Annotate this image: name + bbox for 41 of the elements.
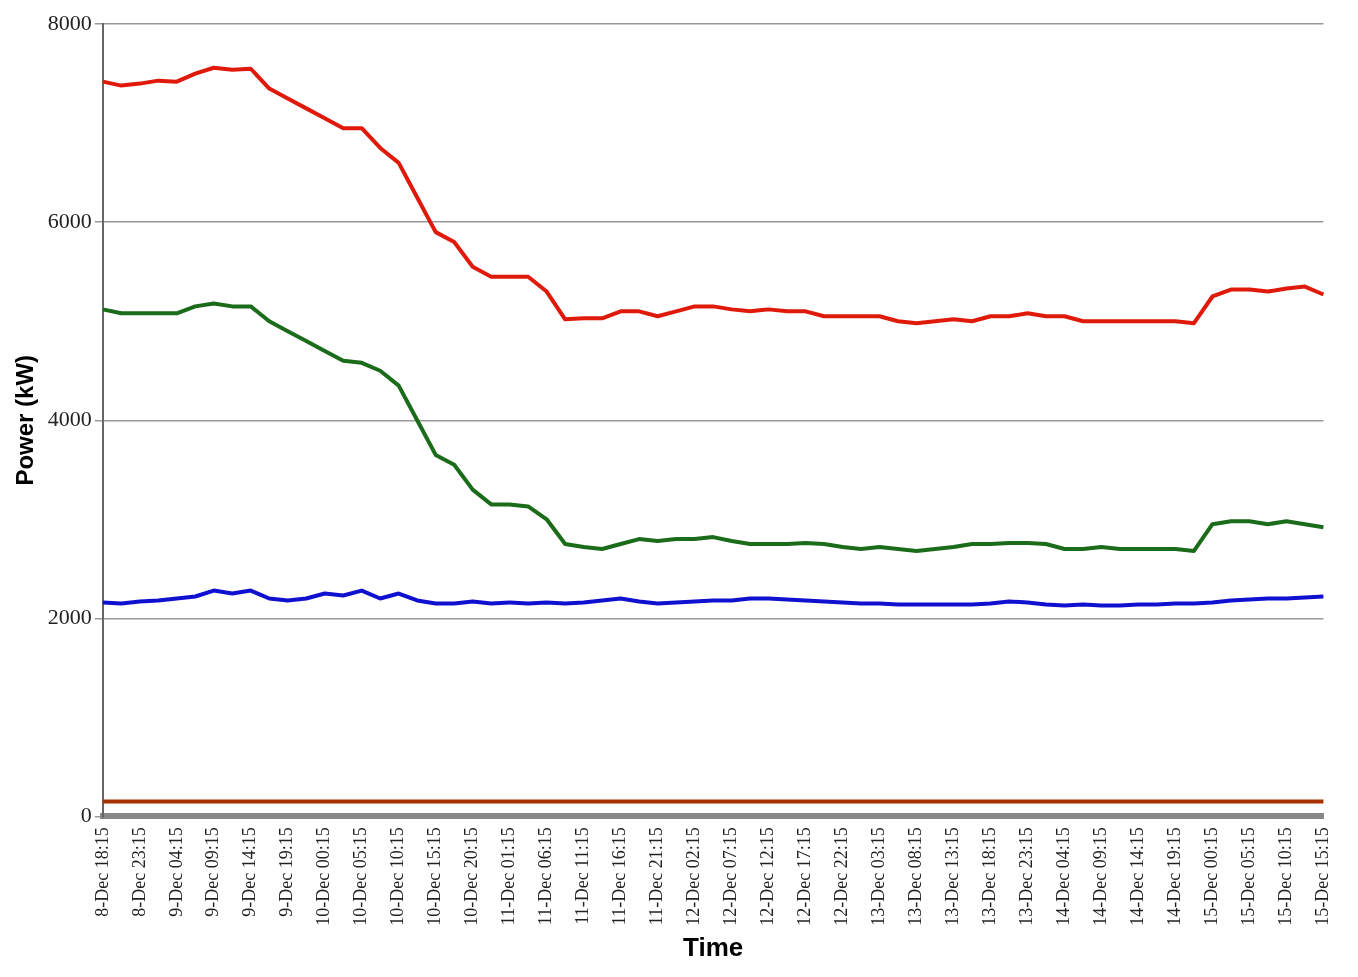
x-tick-label: 15-Dec 00:15 xyxy=(1201,827,1222,926)
x-tick-label: 11-Dec 01:15 xyxy=(498,827,519,926)
x-tick-label: 12-Dec 22:15 xyxy=(831,827,852,926)
x-tick-label: 13-Dec 23:15 xyxy=(1016,827,1037,926)
x-tick-label: 15-Dec 10:15 xyxy=(1275,827,1296,926)
x-tick-label: 8-Dec 23:15 xyxy=(128,827,149,917)
x-tick-label: 13-Dec 18:15 xyxy=(979,827,1000,926)
x-tick-label: 9-Dec 19:15 xyxy=(276,827,297,917)
x-tick-label: 12-Dec 07:15 xyxy=(720,827,741,926)
x-axis-title: Time xyxy=(682,931,744,962)
y-tick-label: 0 xyxy=(80,802,92,828)
x-tick-label: 9-Dec 14:15 xyxy=(239,827,260,917)
y-tick-label: 4000 xyxy=(47,406,92,432)
y-axis-title: Power (kW) xyxy=(11,354,39,486)
x-tick-label: 13-Dec 13:15 xyxy=(942,827,963,926)
x-tick-label: 14-Dec 14:15 xyxy=(1127,827,1148,926)
x-tick-label: 13-Dec 03:15 xyxy=(868,827,889,926)
x-tick-label: 11-Dec 21:15 xyxy=(646,827,667,926)
y-tick-label: 6000 xyxy=(47,208,92,234)
x-tick-label: 11-Dec 16:15 xyxy=(609,827,630,926)
x-tick-label: 8-Dec 18:15 xyxy=(91,827,112,917)
x-tick-label: 10-Dec 05:15 xyxy=(350,827,371,926)
x-tick-label: 14-Dec 09:15 xyxy=(1090,827,1111,926)
x-tick-label: 15-Dec 05:15 xyxy=(1238,827,1259,926)
x-tick-label: 14-Dec 04:15 xyxy=(1053,827,1074,926)
x-tick-label: 15-Dec 15:15 xyxy=(1312,827,1333,926)
x-tick-label: 10-Dec 10:15 xyxy=(387,827,408,926)
x-tick-label: 9-Dec 09:15 xyxy=(202,827,223,917)
x-tick-label: 10-Dec 20:15 xyxy=(461,827,482,926)
x-tick-label: 10-Dec 15:15 xyxy=(424,827,445,926)
x-tick-label: 14-Dec 19:15 xyxy=(1164,827,1185,926)
x-tick-label: 9-Dec 04:15 xyxy=(165,827,186,917)
x-tick-label: 12-Dec 12:15 xyxy=(757,827,778,926)
x-tick-label: 11-Dec 11:15 xyxy=(572,827,593,925)
x-tick-label: 11-Dec 06:15 xyxy=(535,827,556,926)
y-tick-label: 8000 xyxy=(47,9,92,35)
x-tick-label: 13-Dec 08:15 xyxy=(905,827,926,926)
x-tick-label: 12-Dec 02:15 xyxy=(683,827,704,926)
x-tick-label: 12-Dec 17:15 xyxy=(794,827,815,926)
x-tick-label: 10-Dec 00:15 xyxy=(313,827,334,926)
y-tick-label: 2000 xyxy=(47,604,92,630)
